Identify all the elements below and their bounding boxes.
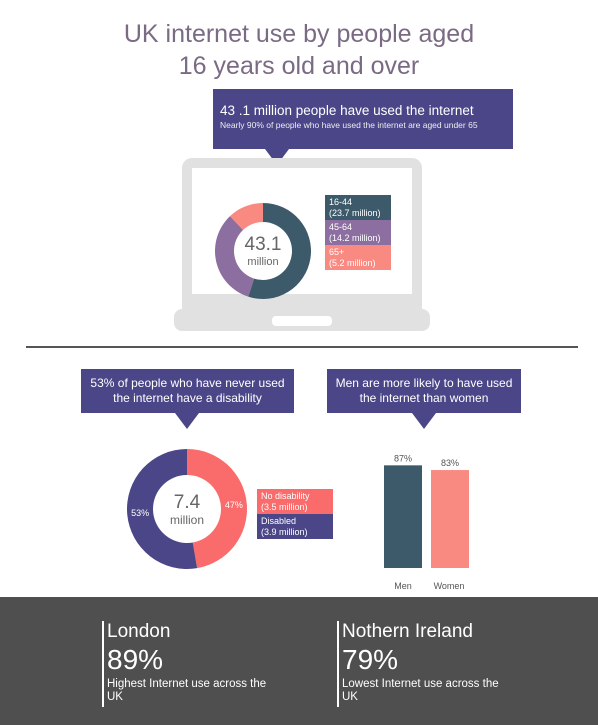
- legend-no-disability: No disability (3.5 million): [257, 489, 333, 514]
- footer-stats: London 89% Highest Internet use across t…: [0, 597, 598, 725]
- age-donut-hole: [234, 222, 292, 280]
- legend-age-65-plus-label: 65+: [329, 247, 345, 257]
- bar-men: [384, 465, 422, 568]
- section-divider: [26, 346, 578, 348]
- disability-callout-line-2: the internet have a disability: [113, 391, 262, 405]
- legend-disabled-value: (3.9 million): [261, 527, 308, 537]
- disability-donut-center-unit: million: [170, 513, 204, 527]
- disability-callout-line-1: 53% of people who have never used: [90, 376, 285, 390]
- page-title: UK internet use by people aged 16 years …: [0, 18, 598, 82]
- disability-donut-slice-label-0: 47%: [225, 500, 243, 510]
- bar-value-label-women: 83%: [441, 458, 459, 468]
- gender-callout-line-1: Men are more likely to have used: [335, 376, 513, 390]
- legend-age-45-64-value: (14.2 million): [329, 233, 381, 243]
- legend-age-16-44-label: 16-44: [329, 197, 353, 207]
- disability-donut-slice-label-1: 53%: [131, 508, 149, 518]
- disability-donut-center-value: 7.4: [174, 492, 201, 513]
- top-callout-headline: 43 .1 million people have used the inter…: [220, 103, 474, 118]
- gender-bar-chart: 87% 83%: [384, 453, 469, 568]
- legend-no-disability-label: No disability: [261, 491, 310, 501]
- disability-callout: 53% of people who have never used the in…: [81, 369, 294, 429]
- bar-women: [431, 470, 469, 568]
- stat-ni-description: Lowest Internet use across the UK: [342, 678, 499, 703]
- age-donut-chart: 43.1 million: [215, 203, 311, 299]
- title-line-2: 16 years old and over: [178, 52, 420, 80]
- legend-age-45-64: 45-64 (14.2 million): [325, 220, 391, 245]
- legend-age-65-plus: 65+ (5.2 million): [325, 245, 391, 270]
- legend-age-16-44: 16-44 (23.7 million): [325, 195, 391, 220]
- stat-london-region: London: [107, 621, 171, 642]
- age-donut-center-unit: million: [247, 256, 278, 268]
- legend-age-16-44-value: (23.7 million): [329, 208, 381, 218]
- stat-ni-region: Nothern Ireland: [342, 621, 473, 642]
- legend-disabled: Disabled (3.9 million): [257, 514, 333, 539]
- bar-value-label-men: 87%: [394, 453, 412, 463]
- stat-london: London 89% Highest Internet use across t…: [102, 621, 282, 707]
- gender-callout: Men are more likely to have used the int…: [327, 369, 521, 429]
- bar-category-women: Women: [433, 581, 465, 591]
- legend-no-disability-value: (3.5 million): [261, 502, 308, 512]
- legend-disabled-label: Disabled: [261, 516, 297, 526]
- gender-callout-line-2: the internet than women: [359, 391, 489, 405]
- gender-callout-arrow: [412, 413, 436, 429]
- disability-callout-arrow: [175, 413, 199, 429]
- age-donut-center-value: 43.1: [245, 234, 282, 255]
- stat-ni-percent: 79%: [342, 644, 399, 675]
- laptop-notch: [272, 316, 332, 326]
- top-callout: 43 .1 million people have used the inter…: [213, 89, 513, 165]
- disability-donut-hole: [153, 475, 221, 543]
- legend-age-65-plus-value: (5.2 million): [329, 258, 376, 268]
- bar-category-men: Men: [394, 581, 412, 591]
- stat-london-percent: 89%: [107, 644, 164, 675]
- legend-age-45-64-label: 45-64: [329, 222, 353, 232]
- disability-donut-chart: 7.4 million 47% 53%: [127, 449, 247, 569]
- title-line-1: UK internet use by people aged: [123, 20, 475, 48]
- top-callout-subtext: Nearly 90% of people who have used the i…: [220, 120, 478, 130]
- stat-northern-ireland: Nothern Ireland 79% Lowest Internet use …: [337, 621, 517, 707]
- stat-london-description: Highest Internet use across the UK: [107, 678, 267, 703]
